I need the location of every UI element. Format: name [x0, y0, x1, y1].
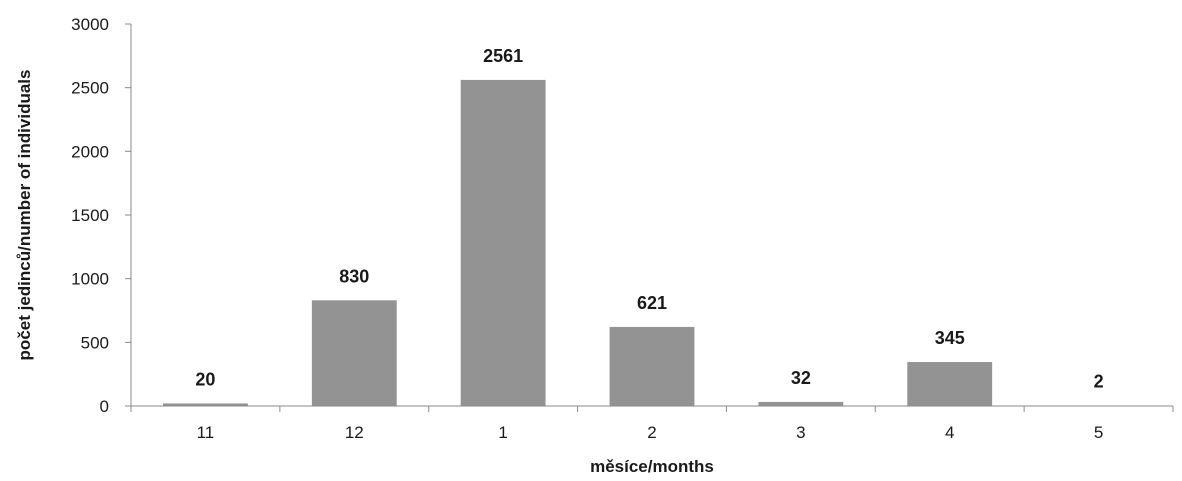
y-axis-ticks: 0 500 1000 1500 2000 2500 3000: [71, 15, 131, 416]
y-tick-label: 1500: [71, 206, 109, 225]
x-tick-label: 5: [1094, 423, 1103, 442]
bars: [163, 79, 1141, 407]
data-label: 32: [791, 368, 811, 388]
bar: [609, 326, 695, 406]
bar: [311, 300, 397, 406]
x-tick-label: 4: [945, 423, 954, 442]
data-label: 830: [339, 266, 369, 286]
data-label: 20: [195, 369, 215, 389]
x-tick-label: 11: [197, 423, 215, 442]
y-tick-label: 3000: [71, 15, 109, 34]
data-labels: 20 830 2561 621 32 345 2: [195, 46, 1103, 392]
y-axis-title: počet jedinců/number of individuals: [15, 70, 34, 361]
x-axis-ticks: 11 12 1 2 3 4 5: [130, 406, 1174, 442]
bar: [163, 403, 248, 406]
x-tick-label: 3: [796, 423, 805, 442]
bar: [907, 362, 993, 406]
x-tick-label: 2: [647, 423, 656, 442]
y-tick-label: 500: [81, 333, 109, 352]
bar: [460, 79, 546, 407]
x-tick-label: 12: [345, 423, 364, 442]
y-tick-label: 1000: [71, 270, 109, 289]
data-label: 621: [637, 293, 667, 313]
y-tick-label: 2000: [71, 142, 109, 161]
y-tick-label: 2500: [71, 79, 109, 98]
x-tick-label: 1: [498, 423, 507, 442]
data-label: 2: [1094, 372, 1104, 392]
data-label: 345: [935, 328, 965, 348]
bar: [758, 401, 844, 406]
y-tick-label: 0: [100, 397, 109, 416]
data-label: 2561: [483, 46, 523, 66]
x-axis-title: měsíce/months: [590, 457, 714, 476]
